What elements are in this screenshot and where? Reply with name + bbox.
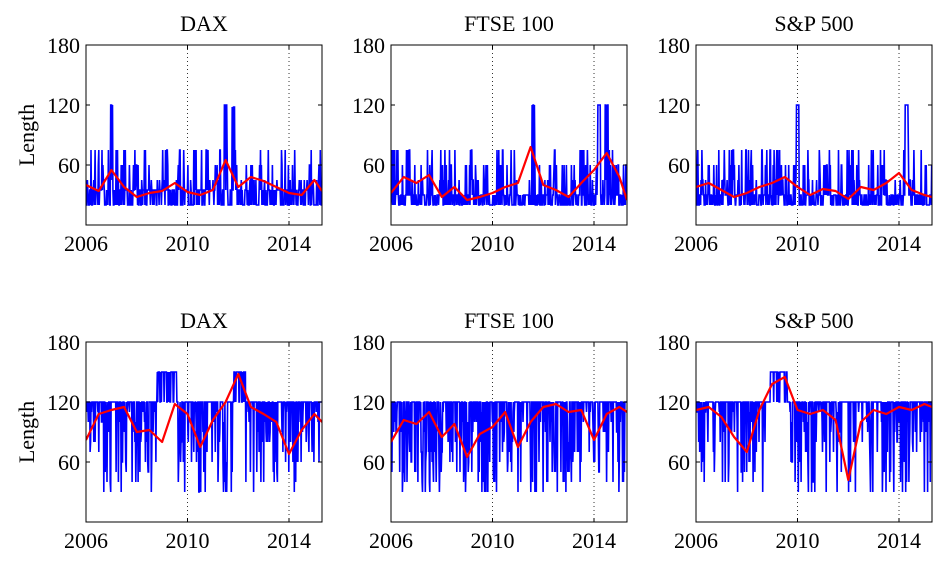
- smoothed-series-line: [391, 145, 627, 202]
- x-tick-label: 2006: [674, 231, 718, 256]
- panel-1: 60 120 180 2006 2010 2014 DAX Length: [14, 11, 323, 256]
- y-axis-label: Length: [14, 401, 39, 463]
- x-tick-label: 2006: [64, 528, 108, 553]
- y-tick-label: 60: [363, 450, 385, 475]
- y-tick-label: 180: [352, 33, 385, 58]
- panel-title: DAX: [180, 11, 228, 36]
- raw-series-line: [696, 371, 932, 493]
- x-tick-label: 2010: [776, 528, 820, 553]
- y-tick-label: 60: [58, 450, 80, 475]
- raw-series-line: [391, 401, 627, 493]
- raw-series-line: [696, 104, 932, 206]
- panel-3: 60 120 180 2006 2010 2014 S&P 500: [657, 11, 933, 256]
- x-tick-label: 2014: [267, 528, 311, 553]
- x-tick-label: 2010: [166, 528, 210, 553]
- x-tick-label: 2006: [674, 528, 718, 553]
- x-tick-label: 2010: [471, 231, 515, 256]
- plot-frame: [85, 341, 323, 523]
- plot-frame: [390, 341, 628, 523]
- y-tick-label: 120: [352, 390, 385, 415]
- x-tick-label: 2014: [572, 231, 616, 256]
- y-tick-label: 60: [668, 450, 690, 475]
- y-tick-label: 120: [47, 93, 80, 118]
- panel-title: S&P 500: [774, 11, 853, 36]
- plot-frame: [390, 44, 628, 226]
- y-tick-label: 180: [657, 33, 690, 58]
- x-tick-label: 2006: [64, 231, 108, 256]
- x-tick-label: 2010: [471, 528, 515, 553]
- raw-series-line: [86, 104, 322, 206]
- x-tick-label: 2006: [369, 528, 413, 553]
- y-tick-label: 180: [47, 330, 80, 355]
- smoothed-series-line: [86, 372, 322, 456]
- smoothed-series-line: [86, 158, 322, 199]
- smoothed-series-line: [391, 402, 627, 459]
- raw-series-line: [391, 104, 627, 206]
- y-tick-label: 60: [363, 153, 385, 178]
- y-tick-label: 120: [47, 390, 80, 415]
- y-tick-label: 180: [352, 330, 385, 355]
- x-tick-label: 2014: [267, 231, 311, 256]
- panel-title: S&P 500: [774, 308, 853, 333]
- panel-title: DAX: [180, 308, 228, 333]
- panel-title: FTSE 100: [464, 308, 554, 333]
- y-tick-label: 60: [58, 153, 80, 178]
- x-tick-label: 2014: [877, 231, 921, 256]
- panel-5: 60 120 180 2006 2010 2014 FTSE 100: [352, 308, 628, 553]
- y-axis-label: Length: [14, 104, 39, 166]
- plot-frame: [695, 341, 933, 523]
- x-tick-label: 2014: [572, 528, 616, 553]
- y-tick-label: 180: [657, 330, 690, 355]
- y-tick-label: 180: [47, 33, 80, 58]
- x-tick-label: 2006: [369, 231, 413, 256]
- smoothed-series-line: [696, 171, 932, 201]
- panel-4: 60 120 180 2006 2010 2014 DAX Length: [14, 308, 323, 553]
- raw-series-line: [86, 371, 322, 493]
- x-tick-label: 2010: [776, 231, 820, 256]
- x-tick-label: 2010: [166, 231, 210, 256]
- panel-2: 60 120 180 2006 2010 2014 FTSE 100: [352, 11, 628, 256]
- y-tick-label: 60: [668, 153, 690, 178]
- x-tick-label: 2014: [877, 528, 921, 553]
- plot-frame: [695, 44, 933, 226]
- smoothed-series-line: [696, 375, 932, 482]
- y-tick-label: 120: [352, 93, 385, 118]
- plot-frame: [85, 44, 323, 226]
- panel-6: 60 120 180 2006 2010 2014 S&P 500: [657, 308, 933, 553]
- y-tick-label: 120: [657, 390, 690, 415]
- y-tick-label: 120: [657, 93, 690, 118]
- panel-title: FTSE 100: [464, 11, 554, 36]
